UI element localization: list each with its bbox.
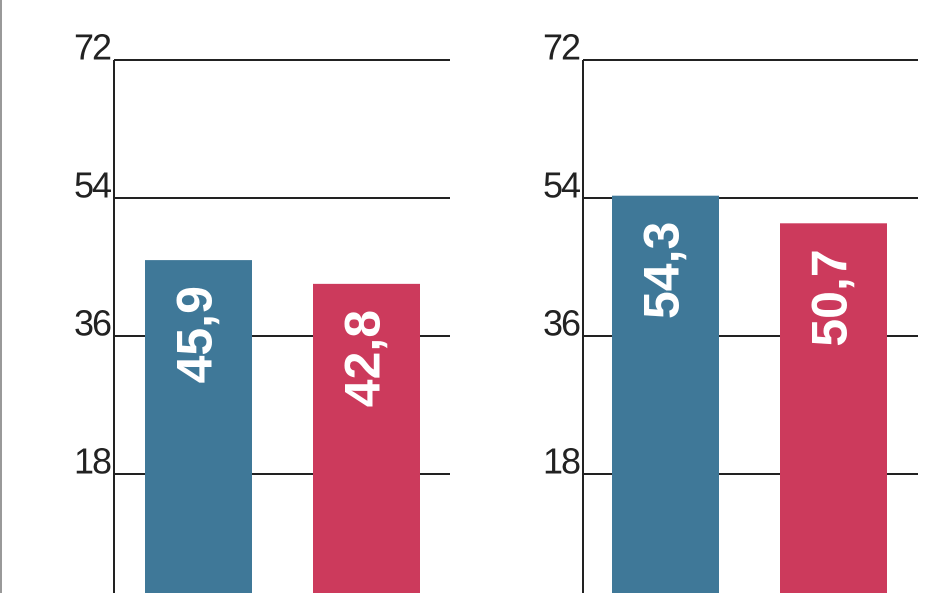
y-tick-label: 54 [543,165,580,206]
value-label: 42,8 [335,310,391,407]
y-tick-label: 36 [543,303,580,344]
y-tick-label: 72 [74,27,111,68]
bar [313,283,420,593]
y-tick-label: 54 [74,165,111,206]
value-label: 50,7 [802,249,858,346]
value-label: 45,9 [167,286,223,383]
bar [612,195,719,593]
value-label: 54,3 [634,222,690,319]
y-tick-label: 18 [74,441,111,482]
y-tick-label: 18 [543,441,580,482]
y-tick-label: 36 [74,303,111,344]
bar [145,260,252,593]
y-tick-label: 72 [543,27,580,68]
bar [780,223,887,593]
